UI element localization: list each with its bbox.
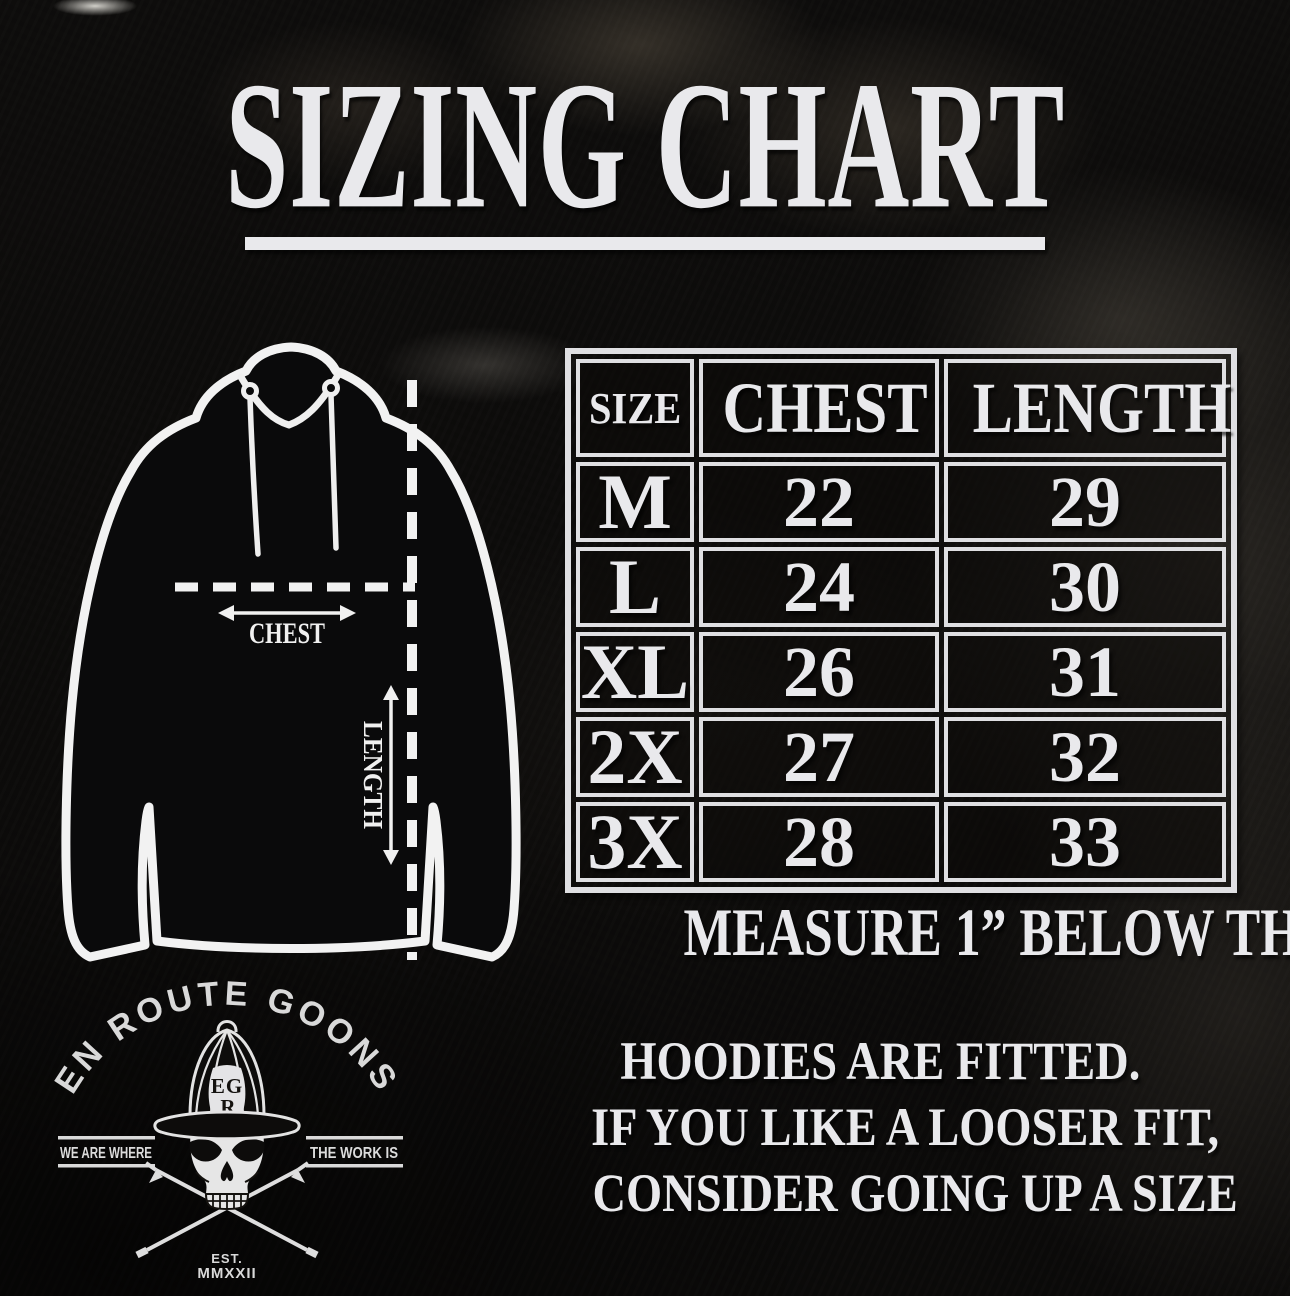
fit-note-line-1: HOODIES ARE FITTED. xyxy=(619,1031,1141,1091)
drawstring-left xyxy=(247,395,261,557)
table-row: XL 26 31 xyxy=(576,632,1226,712)
chest-arrow-head-left xyxy=(218,605,234,621)
crossed-tools-icon xyxy=(135,1161,319,1259)
page-title: SIZING CHART xyxy=(0,46,1290,245)
left-tagline-rule-top xyxy=(58,1136,155,1140)
size-cell: M xyxy=(576,462,694,542)
length-arrow-head-top xyxy=(383,685,399,700)
page-title-text: SIZING CHART xyxy=(225,45,1065,247)
chest-cell: 27 xyxy=(699,717,939,797)
col-header-chest: CHEST xyxy=(699,359,939,457)
right-tagline-rule-top xyxy=(306,1136,403,1140)
brand-logo: EN ROUTE GOONS WE ARE WHERE THE WORK IS xyxy=(47,975,403,1282)
right-tagline-rule-bottom xyxy=(306,1164,403,1168)
size-cell: 2X xyxy=(576,717,694,797)
hoodie-diagram: CHEST LENGTH xyxy=(61,342,521,962)
col-header-length: LENGTH xyxy=(944,359,1231,457)
left-tagline-rule-bottom xyxy=(58,1164,155,1168)
chest-cell: 28 xyxy=(699,802,939,882)
table-row: M 22 29 xyxy=(576,462,1226,542)
skull-nose xyxy=(220,1161,234,1182)
est-label: EST. xyxy=(211,1251,242,1266)
skull-eye-right xyxy=(232,1139,265,1162)
table-row: 2X 27 32 xyxy=(576,717,1226,797)
chest-cell: 22 xyxy=(699,462,939,542)
helmet-brim xyxy=(153,1110,301,1141)
helmet-shield xyxy=(208,1065,246,1123)
title-underline xyxy=(245,237,1045,250)
skull-helmet-icon: EG R xyxy=(153,1020,301,1211)
chest-cell: 24 xyxy=(699,547,939,627)
size-cell: L xyxy=(576,547,694,627)
fit-note-line-3: CONSIDER GOING UP A SIZE xyxy=(592,1163,1238,1223)
length-cell: 33 xyxy=(944,802,1226,882)
hoodie-outline xyxy=(61,342,521,962)
est-year: MMXXII xyxy=(197,1265,256,1282)
size-cell: XL xyxy=(576,632,694,712)
size-cell: 3X xyxy=(576,802,694,882)
table-row: L 24 30 xyxy=(576,547,1226,627)
chest-dimension-label: CHEST xyxy=(249,617,325,650)
right-tagline: THE WORK IS xyxy=(310,1145,398,1162)
left-tagline: WE ARE WHERE xyxy=(60,1145,152,1162)
size-table: SIZE CHEST LENGTH M 22 29 L 24 30 XL 26 … xyxy=(565,348,1237,893)
length-cell: 32 xyxy=(944,717,1226,797)
length-dimension-label: LENGTH xyxy=(358,721,388,829)
fit-note: HOODIES ARE FITTED. IF YOU LIKE A LOOSER… xyxy=(540,1028,1238,1226)
table-header-row: SIZE CHEST LENGTH xyxy=(576,359,1231,457)
table-row: 3X 28 33 xyxy=(576,802,1226,882)
chest-cell: 26 xyxy=(699,632,939,712)
col-header-size: SIZE xyxy=(576,359,694,457)
drawstring-right xyxy=(328,392,339,551)
length-arrow-head-bottom xyxy=(383,850,399,865)
length-cell: 29 xyxy=(944,462,1226,542)
measure-note: MEASURE 1” BELOW THE ARMS xyxy=(683,894,1290,970)
length-cell: 31 xyxy=(944,632,1226,712)
monogram-top: EG xyxy=(211,1074,243,1098)
chest-arrow-head-right xyxy=(340,605,356,621)
fit-note-line-2: IF YOU LIKE A LOOSER FIT, xyxy=(591,1097,1220,1157)
hood-opening xyxy=(237,371,342,429)
length-cell: 30 xyxy=(944,547,1226,627)
skull-eye-left xyxy=(189,1139,222,1162)
